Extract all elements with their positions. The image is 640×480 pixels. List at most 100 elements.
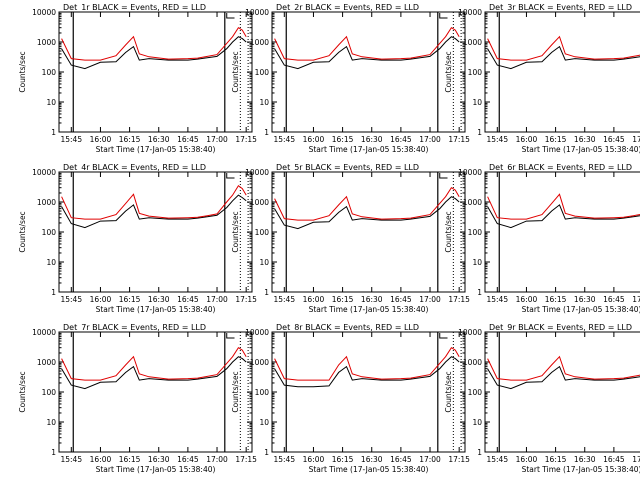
plot-frame — [271, 331, 466, 453]
detector-plot-4: Det_4r BLACK = Events, RED = LLD 1 10 100 10… — [18, 163, 257, 314]
series-events-line — [61, 194, 247, 229]
x-tick-label: 16:30 — [148, 135, 170, 144]
detector-plot-6: Det_6r BLACK = Events, RED = LLD 1 10 100 10… — [444, 163, 640, 314]
y-tick-label: 1000 — [37, 38, 56, 47]
x-tick-label: 16:15 — [119, 295, 141, 304]
x-tick-label: 17:15 — [235, 135, 257, 144]
y-tick-label: 100 — [255, 388, 270, 397]
x-tick-label: 17:00 — [419, 455, 441, 464]
series-events-line — [61, 36, 247, 70]
plot-frame — [484, 171, 640, 293]
y-tick-label: 10000 — [245, 328, 269, 337]
plot-frame — [58, 11, 253, 133]
y-tick-label: 1 — [51, 448, 56, 457]
x-axis-label: Start Time (17-Jan-05 15:38:40) — [522, 305, 640, 314]
y-tick-label: 10 — [472, 258, 482, 267]
bracket-marker — [226, 333, 235, 339]
detector-plot-5: Det_5r BLACK = Events, RED = LLD 1 10 100 10… — [231, 163, 470, 314]
y-tick-label: 1000 — [463, 198, 482, 207]
x-tick-label: 16:30 — [148, 295, 170, 304]
x-tick-label: 16:30 — [361, 295, 383, 304]
x-tick-label: 16:15 — [119, 135, 141, 144]
plot-title: Det_3r BLACK = Events, RED = LLD — [489, 3, 632, 12]
y-tick-label: 10000 — [32, 328, 56, 337]
plot-title: Det_6r BLACK = Events, RED = LLD — [489, 163, 632, 172]
x-tick-label: 16:00 — [303, 455, 325, 464]
x-axis-label: Start Time (17-Jan-05 15:38:40) — [96, 145, 216, 154]
y-tick-label: 1000 — [250, 198, 269, 207]
y-tick-label: 10000 — [32, 8, 56, 17]
y-tick-label: 1 — [477, 448, 482, 457]
plot-title: Det_9r BLACK = Events, RED = LLD — [489, 323, 632, 332]
y-tick-label: 10 — [46, 258, 56, 267]
series-events-line — [487, 45, 640, 70]
series-events-line — [274, 356, 460, 388]
x-tick-label: 16:15 — [545, 135, 567, 144]
plot-frame — [58, 171, 253, 293]
y-tick-label: 100 — [42, 388, 57, 397]
plot-frame — [484, 11, 640, 133]
plot-frame — [484, 331, 640, 453]
x-axis-label: Start Time (17-Jan-05 15:38:40) — [96, 305, 216, 314]
plot-title: Det_7r BLACK = Events, RED = LLD — [63, 323, 206, 332]
x-tick-label: 16:00 — [303, 135, 325, 144]
x-tick-label: 17:00 — [206, 135, 228, 144]
y-tick-label: 100 — [42, 68, 57, 77]
series-lld-line — [274, 27, 460, 61]
x-tick-label: 16:00 — [516, 295, 538, 304]
x-tick-label: 15:45 — [273, 455, 295, 464]
y-tick-label: 1 — [264, 128, 269, 137]
x-tick-label: 15:45 — [486, 455, 508, 464]
x-tick-label: 17:15 — [235, 295, 257, 304]
plot-title: Det_2r BLACK = Events, RED = LLD — [276, 3, 419, 12]
x-tick-label: 16:15 — [545, 455, 567, 464]
x-tick-label: 17:00 — [632, 455, 640, 464]
x-tick-label: 17:00 — [632, 135, 640, 144]
y-tick-label: 10000 — [458, 168, 482, 177]
y-tick-label: 1000 — [250, 358, 269, 367]
y-axis-label: Counts/sec — [231, 371, 240, 412]
y-tick-label: 100 — [468, 68, 483, 77]
x-tick-label: 16:00 — [303, 295, 325, 304]
series-events-line — [274, 36, 460, 70]
plot-title: Det_8r BLACK = Events, RED = LLD — [276, 323, 419, 332]
y-tick-label: 1 — [51, 288, 56, 297]
x-tick-label: 15:45 — [486, 295, 508, 304]
x-tick-label: 15:45 — [486, 135, 508, 144]
x-tick-label: 16:45 — [390, 295, 412, 304]
y-tick-label: 1 — [264, 448, 269, 457]
plot-frame — [58, 331, 253, 453]
x-tick-label: 17:00 — [419, 295, 441, 304]
x-tick-label: 16:00 — [90, 135, 112, 144]
y-tick-label: 1 — [264, 288, 269, 297]
bracket-marker — [226, 173, 235, 179]
x-tick-label: 16:45 — [390, 135, 412, 144]
y-tick-label: 10 — [259, 258, 269, 267]
detector-plot-7: Det_7r BLACK = Events, RED = LLD 1 10 100 10… — [18, 323, 257, 474]
y-tick-label: 10000 — [458, 8, 482, 17]
y-tick-label: 10 — [46, 418, 56, 427]
y-axis-label: Counts/sec — [18, 211, 27, 252]
series-events-line — [61, 356, 247, 390]
y-tick-label: 1000 — [37, 358, 56, 367]
x-tick-label: 17:15 — [235, 455, 257, 464]
x-tick-label: 16:00 — [90, 295, 112, 304]
y-axis-label: Counts/sec — [231, 211, 240, 252]
x-tick-label: 16:30 — [148, 455, 170, 464]
plot-frame — [271, 11, 466, 133]
plot-title: Det_5r BLACK = Events, RED = LLD — [276, 163, 419, 172]
detector-plot-1: Det_1r BLACK = Events, RED = LLD 1 10 100 10… — [18, 3, 257, 154]
detector-plot-3: Det_3r BLACK = Events, RED = LLD 1 10 100 10… — [444, 3, 640, 154]
x-axis-label: Start Time (17-Jan-05 15:38:40) — [309, 465, 429, 474]
x-axis-label: Start Time (17-Jan-05 15:38:40) — [522, 465, 640, 474]
plot-frame — [271, 171, 466, 293]
plot-title: Det_1r BLACK = Events, RED = LLD — [63, 3, 206, 12]
y-axis-label: Counts/sec — [231, 51, 240, 92]
x-tick-label: 16:30 — [574, 295, 596, 304]
series-lld-line — [61, 184, 247, 220]
x-tick-label: 17:15 — [448, 135, 470, 144]
x-tick-label: 16:30 — [361, 135, 383, 144]
y-tick-label: 1 — [477, 288, 482, 297]
x-tick-label: 15:45 — [60, 295, 82, 304]
